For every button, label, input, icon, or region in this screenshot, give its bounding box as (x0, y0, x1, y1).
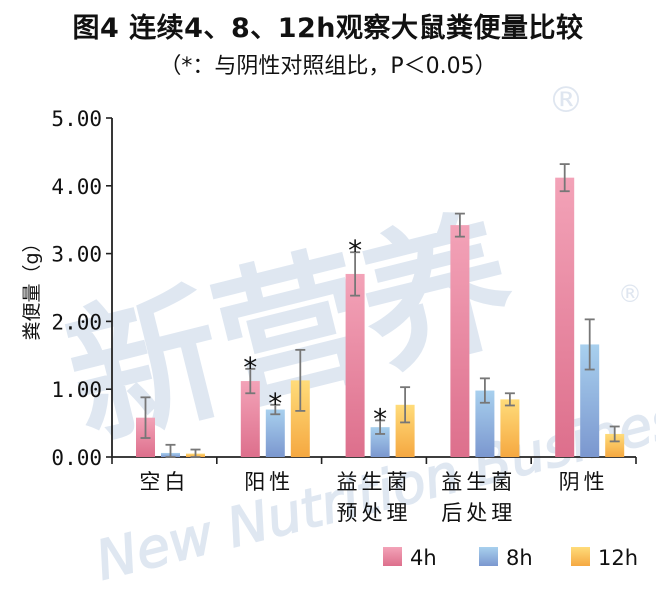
bar-4h (240, 381, 260, 457)
watermark-mark: ® (618, 280, 642, 308)
significance-mark: * (348, 234, 362, 267)
bar-8h (265, 409, 285, 457)
bar-4h (555, 177, 575, 457)
legend-swatch-12h (571, 547, 590, 566)
bar-12h (290, 380, 310, 457)
category-label: 预处理 (337, 501, 412, 525)
category-label: 空白 (139, 470, 189, 494)
y-tick-label: 4.00 (51, 175, 102, 199)
category-label: 益生菌 (337, 470, 412, 494)
legend-swatch-4h (383, 547, 402, 566)
category-label: 阳性 (244, 470, 294, 494)
legend-label-8h: 8h (506, 546, 533, 570)
legend: 4h 8h 12h (383, 546, 638, 570)
y-tick-label: 2.00 (51, 310, 102, 334)
watermark-mark: ® (548, 80, 584, 121)
y-tick-label: 3.00 (51, 243, 102, 267)
significance-mark: * (268, 387, 282, 420)
bar-8h (580, 344, 600, 457)
y-tick-label: 0.00 (51, 446, 102, 470)
significance-mark: * (373, 402, 387, 435)
chart-title: 图4 连续4、8、12h观察大鼠粪便量比较 (72, 13, 584, 44)
category-label: 益生菌 (441, 470, 516, 494)
category-label: 阴性 (559, 470, 609, 494)
category-label: 后处理 (441, 501, 516, 525)
bar-4h (345, 273, 365, 457)
y-axis-label: 粪便量（g） (21, 233, 43, 340)
y-tick-label: 5.00 (51, 107, 102, 131)
bar-12h (500, 399, 520, 457)
bar-8h (475, 390, 495, 457)
chart-subtitle: （*：与阴性对照组比，P＜0.05） (159, 54, 497, 79)
legend-swatch-8h (479, 547, 498, 566)
significance-mark: * (243, 351, 257, 384)
legend-label-12h: 12h (598, 546, 638, 570)
legend-label-4h: 4h (410, 546, 437, 570)
bar-4h (450, 225, 470, 457)
y-tick-label: 1.00 (51, 378, 102, 402)
bar-12h (395, 404, 415, 457)
bar-12h (605, 433, 625, 457)
bars: * * * * (136, 163, 625, 458)
